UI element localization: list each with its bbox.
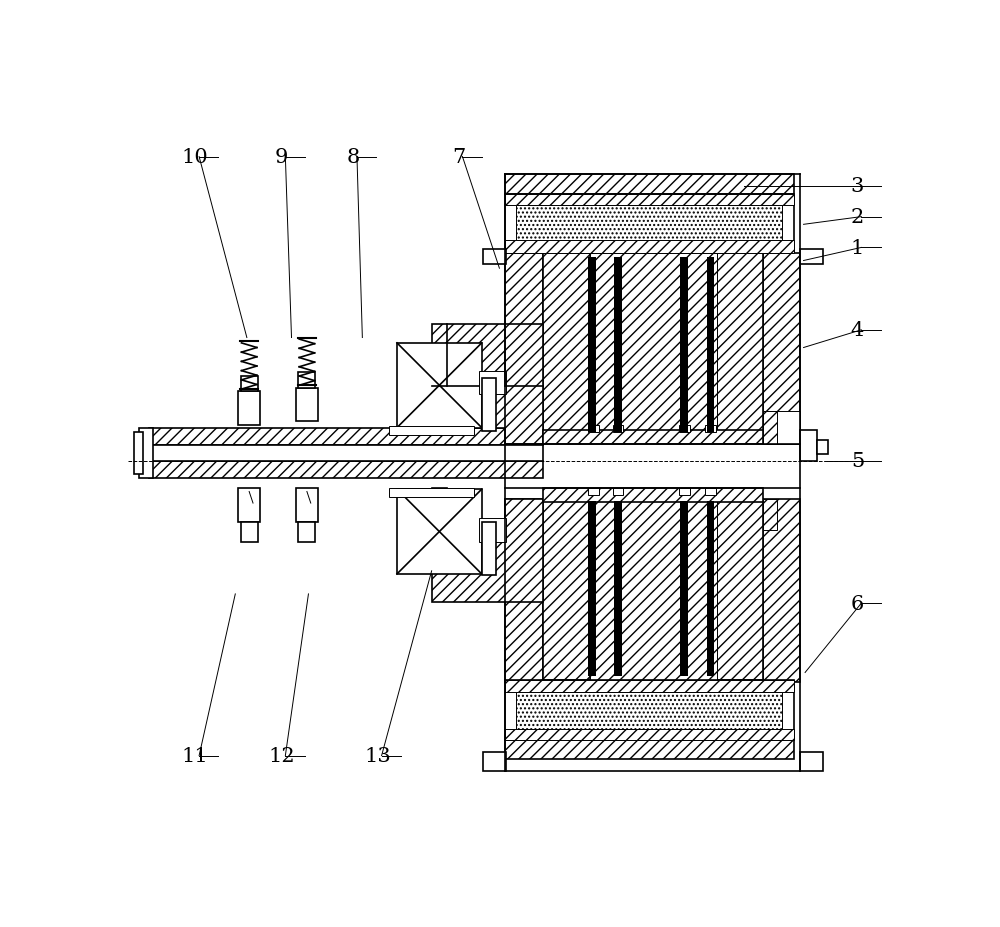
- Bar: [505, 241, 794, 254]
- Bar: [543, 489, 763, 502]
- Bar: [505, 729, 794, 741]
- Bar: [763, 412, 777, 444]
- Bar: [298, 373, 315, 388]
- Bar: [679, 425, 690, 433]
- Bar: [543, 254, 590, 442]
- Text: 2: 2: [851, 208, 864, 227]
- Bar: [238, 392, 260, 425]
- Bar: [479, 371, 506, 394]
- Bar: [705, 489, 716, 496]
- Bar: [590, 254, 717, 442]
- Bar: [483, 752, 506, 771]
- Text: 12: 12: [268, 746, 295, 766]
- Bar: [800, 430, 817, 462]
- Bar: [298, 523, 315, 542]
- Text: 13: 13: [364, 746, 391, 766]
- Bar: [613, 489, 623, 496]
- Bar: [763, 254, 800, 444]
- Text: 7: 7: [452, 148, 465, 167]
- Bar: [505, 680, 794, 692]
- Bar: [800, 249, 823, 265]
- Polygon shape: [432, 489, 543, 602]
- Bar: [479, 519, 506, 542]
- Bar: [717, 500, 763, 680]
- Bar: [139, 429, 153, 478]
- Bar: [588, 502, 596, 677]
- Bar: [680, 258, 688, 433]
- Bar: [543, 430, 763, 444]
- Bar: [505, 741, 794, 759]
- Bar: [134, 433, 143, 475]
- Text: 11: 11: [182, 746, 209, 766]
- Bar: [516, 206, 782, 241]
- Bar: [614, 502, 622, 677]
- Bar: [505, 195, 794, 206]
- Bar: [614, 258, 622, 433]
- Bar: [505, 175, 794, 195]
- Bar: [590, 500, 717, 680]
- Text: 4: 4: [851, 321, 864, 340]
- Bar: [800, 752, 823, 771]
- Bar: [389, 426, 474, 436]
- Bar: [482, 523, 496, 575]
- Bar: [707, 502, 714, 677]
- Bar: [397, 344, 482, 428]
- Bar: [149, 446, 543, 462]
- Bar: [717, 254, 763, 442]
- Bar: [763, 500, 777, 530]
- Bar: [588, 258, 596, 433]
- Bar: [763, 500, 800, 682]
- Bar: [543, 500, 590, 680]
- Bar: [241, 377, 258, 392]
- Text: 6: 6: [851, 594, 864, 613]
- Bar: [588, 425, 599, 433]
- Bar: [505, 254, 543, 444]
- Bar: [679, 489, 690, 496]
- Text: 5: 5: [851, 451, 864, 471]
- Bar: [707, 258, 714, 433]
- Bar: [763, 412, 800, 444]
- Bar: [505, 500, 543, 682]
- Bar: [149, 462, 543, 478]
- Text: 10: 10: [182, 148, 209, 167]
- Text: 8: 8: [346, 148, 360, 167]
- Bar: [505, 680, 794, 741]
- Bar: [613, 425, 623, 433]
- Bar: [389, 489, 474, 498]
- Bar: [241, 523, 258, 542]
- Bar: [238, 489, 260, 523]
- Bar: [482, 379, 496, 431]
- Bar: [149, 429, 543, 446]
- Text: 1: 1: [851, 238, 864, 258]
- Bar: [680, 502, 688, 677]
- Bar: [397, 489, 482, 575]
- Text: 9: 9: [275, 148, 288, 167]
- Bar: [483, 249, 506, 265]
- Bar: [505, 195, 794, 254]
- Bar: [516, 692, 782, 729]
- Text: 3: 3: [851, 177, 864, 197]
- Bar: [588, 489, 599, 496]
- Bar: [705, 425, 716, 433]
- Bar: [817, 440, 828, 454]
- Bar: [296, 489, 318, 523]
- Polygon shape: [432, 325, 543, 444]
- Bar: [296, 388, 318, 422]
